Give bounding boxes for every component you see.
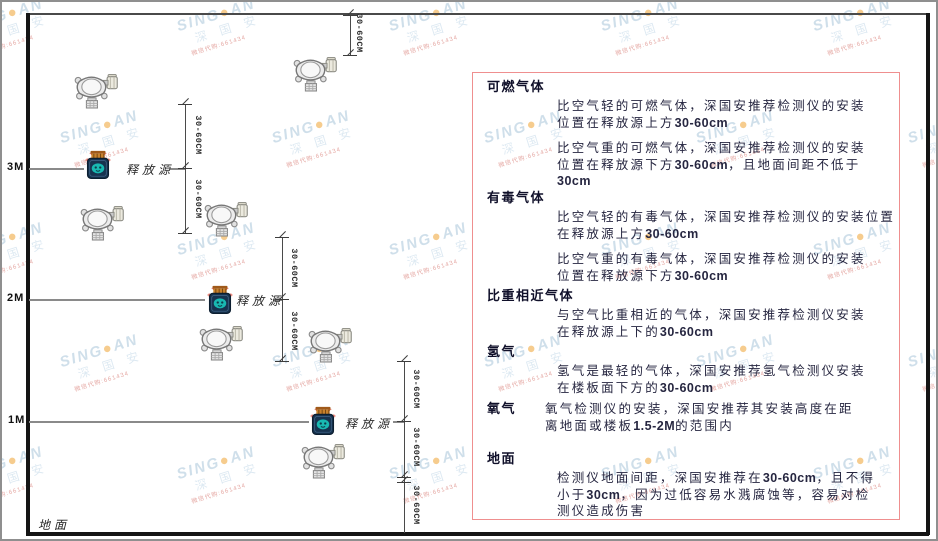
dimension-tick bbox=[343, 15, 357, 17]
gas-detector bbox=[80, 204, 126, 246]
dimension-tick bbox=[275, 299, 289, 301]
gas-detector bbox=[204, 200, 250, 242]
paragraph-line: 测仪造成伤害 bbox=[557, 504, 646, 518]
section-heading: 地面 bbox=[487, 451, 517, 466]
panel-section: 地面检测仪地面间距，深国安推荐在30-60cm，且不得 小于30cm，因为过低容易… bbox=[473, 451, 899, 520]
dimension-tick bbox=[178, 233, 192, 235]
dimension-line-1m bbox=[404, 361, 406, 533]
section-paragraph: 比空气重的可燃气体，深国安推荐检测仪的安装 位置在释放源下方30-60cm，且地面… bbox=[557, 140, 899, 190]
section-heading: 可燃气体 bbox=[487, 79, 546, 94]
dimension-label: 30-60CM bbox=[411, 369, 421, 409]
dimension-tick bbox=[178, 168, 192, 170]
gas-detector-icon bbox=[301, 443, 345, 479]
ceiling-line bbox=[26, 13, 929, 15]
paragraph-line: 比空气轻的有毒气体，深国安推荐检测仪的安装位置 bbox=[557, 210, 896, 224]
dimension-tick bbox=[178, 104, 192, 106]
dimension-label: 30-60CM bbox=[411, 485, 421, 525]
height-label-2m: 2M bbox=[7, 292, 25, 304]
release-source-label-2m: 释放源 bbox=[236, 294, 285, 308]
paragraph-line: 位置在释放源上方30-60cm bbox=[557, 115, 729, 130]
dimension-tick bbox=[343, 55, 357, 57]
panel-section: 有毒气体 比空气轻的有毒气体，深国安推荐检测仪的安装位置 在释放源上方30-60cm… bbox=[473, 190, 899, 284]
release-source bbox=[205, 284, 235, 321]
paragraph-line: 氢气是最轻的气体，深国安推荐氢气检测仪安装 bbox=[557, 364, 866, 378]
section-heading: 氧气 bbox=[487, 401, 517, 416]
level-line-3m bbox=[29, 168, 84, 170]
dimension-tick bbox=[397, 482, 411, 484]
gas-detector-icon bbox=[80, 205, 124, 241]
ground-line bbox=[26, 532, 929, 536]
dimension-tick bbox=[397, 361, 411, 363]
panel-section: 比重相近气体与空气比重相近的气体，深国安推荐检测仪安装 在释放源上下的30-60c… bbox=[473, 288, 899, 340]
level-line-2m bbox=[29, 299, 205, 301]
left-wall bbox=[26, 13, 30, 535]
dimension-tick bbox=[397, 421, 411, 423]
height-label-3m: 3M bbox=[7, 161, 25, 173]
gas-detector bbox=[308, 326, 354, 368]
paragraph-line: 在释放源上下的30-60cm bbox=[557, 324, 714, 339]
ground-label: 地面 bbox=[38, 518, 71, 532]
dimension-label: 30-60CM bbox=[411, 427, 421, 467]
section-paragraph: 与空气比重相近的气体，深国安推荐检测仪安装 在释放源上下的30-60cm bbox=[557, 307, 899, 340]
gas-detector bbox=[293, 55, 339, 97]
section-paragraph: 比空气轻的有毒气体，深国安推荐检测仪的安装位置 在释放源上方30-60cm bbox=[557, 209, 899, 242]
paragraph-line: 位置在释放源下方30-60cm，且地面间距不低于 bbox=[557, 157, 861, 172]
paragraph-line: 比空气轻的可燃气体，深国安推荐检测仪的安装 bbox=[557, 99, 866, 113]
panel-section: 氧气 氧气检测仪的安装，深国安推荐其安装高度在距 离地面或楼板1.5-2M的范围内 bbox=[473, 401, 899, 434]
gas-detector bbox=[74, 72, 120, 114]
paragraph-line: 小于30cm，因为过低容易水溅腐蚀等，容易对检 bbox=[557, 487, 871, 502]
paragraph-line: 比空气重的可燃气体，深国安推荐检测仪的安装 bbox=[557, 141, 866, 155]
release-source-label-1m: 释放源 bbox=[345, 417, 394, 431]
dimension-line-ceiling bbox=[350, 14, 352, 56]
section-paragraph: 检测仪地面间距，深国安推荐在30-60cm，且不得 小于30cm，因为过低容易水溅… bbox=[557, 470, 899, 520]
gas-detector bbox=[301, 442, 347, 484]
level-line-1m bbox=[29, 421, 309, 423]
section-paragraph: 氧气检测仪的安装，深国安推荐其安装高度在距 离地面或楼板1.5-2M的范围内 bbox=[545, 401, 854, 434]
paragraph-line: 离地面或楼板1.5-2M的范围内 bbox=[545, 418, 734, 433]
paragraph-line: 30cm bbox=[557, 174, 591, 188]
dimension-label: 30-60CM bbox=[289, 248, 299, 288]
section-heading: 比重相近气体 bbox=[487, 288, 575, 303]
section-paragraph: 比空气轻的可燃气体，深国安推荐检测仪的安装 位置在释放源上方30-60cm bbox=[557, 98, 899, 131]
section-paragraph: 比空气重的有毒气体，深国安推荐检测仪的安装 位置在释放源下方30-60cm bbox=[557, 251, 899, 284]
dimension-label: 30-60CM bbox=[354, 13, 364, 53]
gas-detector-icon bbox=[199, 325, 243, 361]
release-source-icon bbox=[85, 150, 111, 179]
dimension-tick bbox=[275, 361, 289, 363]
release-source-icon bbox=[207, 285, 233, 314]
gas-detector-icon bbox=[293, 56, 337, 92]
section-paragraph: 氢气是最轻的气体，深国安推荐氢气检测仪安装 在楼板面下方的30-60cm bbox=[557, 363, 899, 396]
paragraph-line: 在释放源上方30-60cm bbox=[557, 226, 699, 241]
release-source bbox=[83, 149, 113, 186]
dimension-tick bbox=[275, 237, 289, 239]
dimension-label: 30-60CM bbox=[193, 179, 203, 219]
paragraph-line: 氧气检测仪的安装，深国安推荐其安装高度在距 bbox=[545, 402, 854, 416]
paragraph-line: 位置在释放源下方30-60cm bbox=[557, 268, 729, 283]
dimension-label: 30-60CM bbox=[193, 115, 203, 155]
release-source-label-3m: 释放源 bbox=[126, 163, 175, 177]
gas-detector-icon bbox=[74, 73, 118, 109]
gas-detector bbox=[199, 324, 245, 366]
height-label-1m: 1M bbox=[8, 414, 26, 426]
gas-detector-icon bbox=[308, 327, 352, 363]
panel-section: 氢气氢气是最轻的气体，深国安推荐氢气检测仪安装 在楼板面下方的30-60cm bbox=[473, 344, 899, 396]
release-source-icon bbox=[310, 406, 336, 435]
paragraph-line: 比空气重的有毒气体，深国安推荐检测仪的安装 bbox=[557, 252, 866, 266]
release-source bbox=[308, 405, 338, 442]
right-wall bbox=[926, 13, 930, 535]
section-heading: 有毒气体 bbox=[487, 190, 546, 205]
gas-detector-icon bbox=[204, 201, 248, 237]
paragraph-line: 与空气比重相近的气体，深国安推荐检测仪安装 bbox=[557, 308, 866, 322]
paragraph-line: 检测仪地面间距，深国安推荐在30-60cm，且不得 bbox=[557, 471, 876, 485]
dimension-label: 30-60CM bbox=[289, 311, 299, 351]
panel-section: 可燃气体 比空气轻的可燃气体，深国安推荐检测仪的安装 位置在释放源上方30-60cm… bbox=[473, 79, 899, 190]
paragraph-line: 在楼板面下方的30-60cm bbox=[557, 380, 714, 395]
section-heading: 氢气 bbox=[487, 344, 517, 359]
info-panel: 可燃气体 比空气轻的可燃气体，深国安推荐检测仪的安装 位置在释放源上方30-60cm… bbox=[472, 72, 900, 520]
